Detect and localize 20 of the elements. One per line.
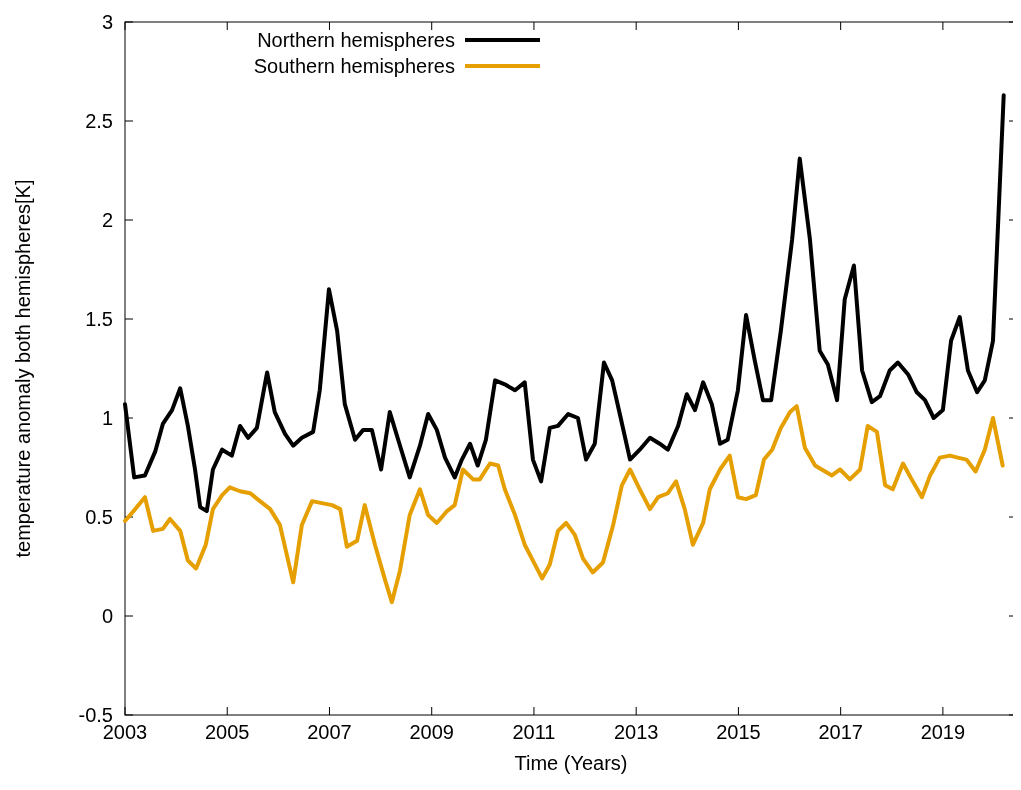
y-axis-title: temperature anomaly both hemispheres[K] — [12, 179, 34, 558]
x-tick-label: 2009 — [409, 721, 454, 743]
legend-label: Northern hemispheres — [257, 29, 455, 51]
y-tick-label: 1 — [101, 407, 113, 429]
y-tick-label: 2.5 — [85, 110, 113, 132]
line-series — [123, 404, 1005, 605]
x-tick-label: 2007 — [307, 721, 352, 743]
x-tick-label: 2011 — [512, 721, 556, 743]
x-tick-label: 2015 — [716, 721, 761, 743]
x-tick-label: 2017 — [818, 721, 863, 743]
y-tick-label: 1.5 — [85, 308, 113, 330]
x-tick-label: 2013 — [613, 721, 659, 743]
y-tick-label: 0.5 — [85, 506, 113, 528]
x-tick-label: 2005 — [204, 721, 250, 743]
y-tick-label: 2 — [101, 209, 113, 231]
y-tick-label: 0 — [101, 605, 113, 627]
y-tick-label: 3 — [101, 11, 113, 33]
legend-label: Southern hemispheres — [253, 55, 455, 77]
x-axis-title: Time (Years) — [514, 752, 628, 774]
x-tick-label: 2019 — [920, 721, 966, 743]
